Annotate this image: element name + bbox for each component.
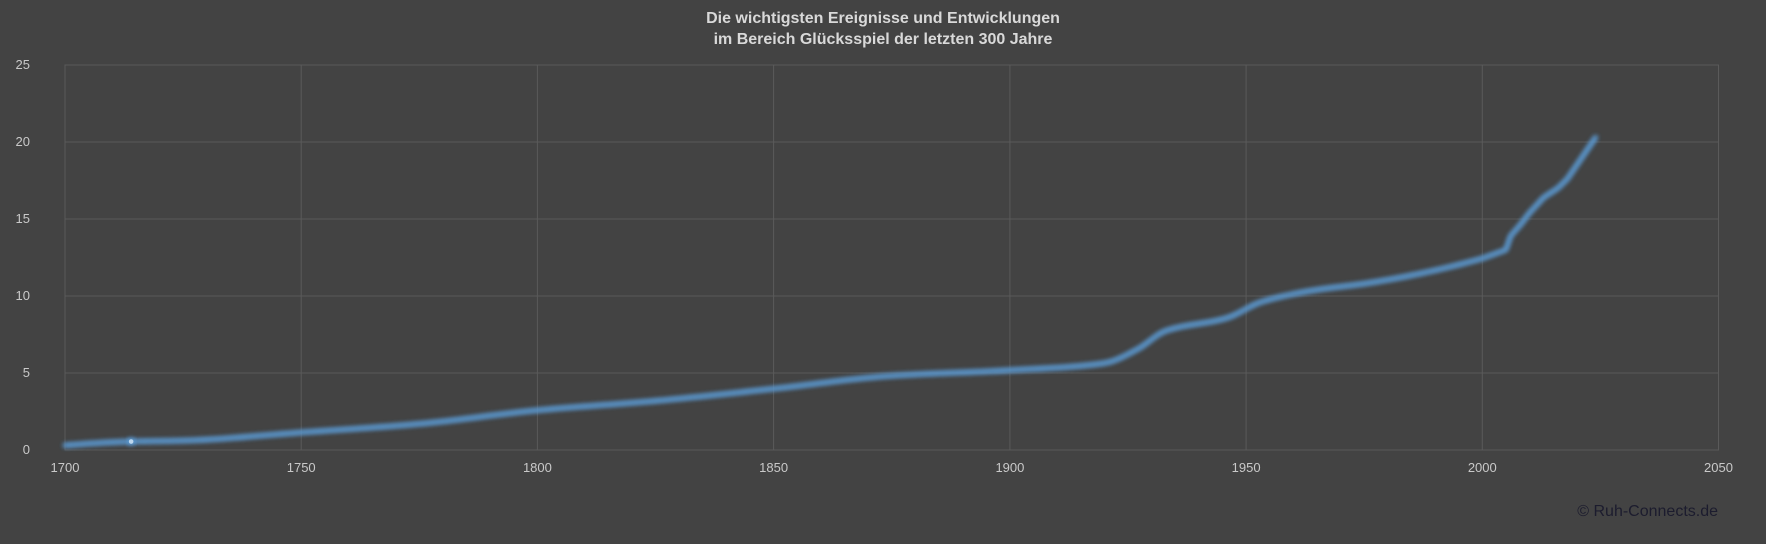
svg-text:2000: 2000	[1468, 460, 1497, 475]
svg-text:0: 0	[23, 442, 30, 457]
svg-text:1900: 1900	[995, 460, 1024, 475]
svg-text:15: 15	[16, 211, 30, 226]
svg-text:1850: 1850	[759, 460, 788, 475]
svg-text:20: 20	[16, 134, 30, 149]
svg-text:25: 25	[16, 57, 30, 72]
svg-text:1950: 1950	[1232, 460, 1261, 475]
svg-text:2050: 2050	[1704, 460, 1733, 475]
svg-text:© Ruh-Connects.de: © Ruh-Connects.de	[1577, 503, 1718, 520]
svg-text:1700: 1700	[51, 460, 80, 475]
svg-text:5: 5	[23, 365, 30, 380]
svg-text:1800: 1800	[523, 460, 552, 475]
svg-text:1750: 1750	[287, 460, 316, 475]
svg-text:10: 10	[16, 288, 30, 303]
